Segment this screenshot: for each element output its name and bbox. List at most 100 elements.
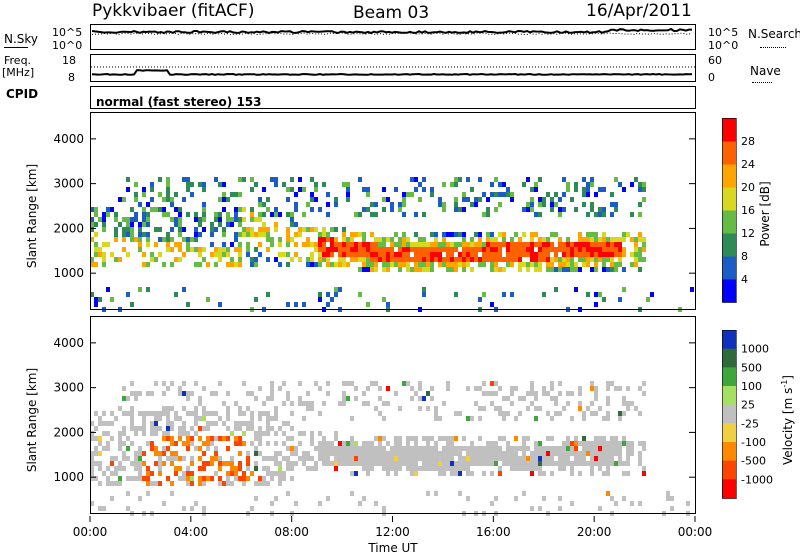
velocity-cell [626, 446, 630, 451]
velocity-cell [198, 401, 202, 406]
velocity-cell [178, 456, 182, 461]
velocity-cell [258, 411, 262, 416]
velocity-cell [454, 466, 458, 471]
velocity-cell [514, 436, 518, 441]
power-cell [518, 237, 522, 242]
velocity-cell [202, 426, 206, 431]
power-cell [418, 257, 422, 262]
velocity-cell [570, 466, 574, 471]
power-cell [358, 292, 362, 297]
velocity-cell [510, 461, 514, 466]
velocity-cell [626, 456, 630, 461]
power-cell [490, 247, 494, 252]
power-cell [402, 247, 406, 252]
power-cell [342, 182, 346, 187]
power-cell [326, 237, 330, 242]
power-cell [374, 252, 378, 257]
velocity-cell [370, 456, 374, 461]
power-cell [174, 207, 178, 212]
velocity-cell [526, 446, 530, 451]
velocity-cell [266, 441, 270, 446]
velocity-cell [606, 401, 610, 406]
power-cell [394, 262, 398, 267]
power-cell [470, 247, 474, 252]
power-cell [338, 287, 342, 292]
velocity-cell [294, 461, 298, 466]
power-cell [182, 237, 186, 242]
power-cell [218, 217, 222, 222]
power-cell [238, 217, 242, 222]
velocity-cell [642, 446, 646, 451]
power-cell [346, 242, 350, 247]
power-cell [562, 262, 566, 267]
power-cell [522, 182, 526, 187]
velocity-cell [146, 491, 150, 496]
power-cell [370, 212, 374, 217]
velocity-cell [318, 441, 322, 446]
velocity-cell [370, 466, 374, 471]
velocity-cell [350, 436, 354, 441]
velocity-cell [342, 401, 346, 406]
power-cell [538, 212, 542, 217]
velocity-cell [558, 496, 562, 501]
velocity-cell [354, 446, 358, 451]
power-cell [594, 292, 598, 297]
power-cell [406, 237, 410, 242]
power-cell [366, 192, 370, 197]
power-cell [350, 237, 354, 242]
power-cell [186, 237, 190, 242]
power-cell [602, 212, 606, 217]
nsky-line [91, 27, 692, 35]
velocity-cell [386, 466, 390, 471]
velocity-cell [554, 401, 558, 406]
velocity-cell [338, 446, 342, 451]
velocity-cell [198, 476, 202, 481]
power-cell [234, 262, 238, 267]
velocity-cell [634, 406, 638, 411]
velocity-cell [110, 411, 114, 416]
velocity-cell [178, 431, 182, 436]
power-cell [610, 257, 614, 262]
velocity-cell [154, 451, 158, 456]
power-cell [222, 197, 226, 202]
power-cell [410, 267, 414, 272]
power-cell [326, 247, 330, 252]
power-cell [474, 202, 478, 207]
power-cell [546, 267, 550, 272]
velocity-cell [290, 466, 294, 471]
power-cell [422, 177, 426, 182]
power-cell [534, 262, 538, 267]
power-cell [126, 177, 130, 182]
velocity-cell [394, 451, 398, 456]
power-cell [274, 177, 278, 182]
velocity-cell [430, 446, 434, 451]
velocity-cell [566, 436, 570, 441]
power-cell [618, 257, 622, 262]
power-cell [634, 262, 638, 267]
velocity-cell [510, 386, 514, 391]
velocity-cell [250, 411, 254, 416]
power-cell [614, 262, 618, 267]
power-cell [326, 252, 330, 257]
power-cell [146, 232, 150, 237]
power-cell [538, 247, 542, 252]
velocity-cell [130, 476, 134, 481]
power-cell [342, 247, 346, 252]
power-cell [386, 262, 390, 267]
velocity-cell [398, 456, 402, 461]
power-cell [118, 197, 122, 202]
velocity-cell [590, 386, 594, 391]
power-cell [338, 262, 342, 267]
velocity-cell [590, 441, 594, 446]
velocity-cell [282, 421, 286, 426]
velocity-cell [570, 501, 574, 506]
velocity-cell [442, 446, 446, 451]
power-cell [602, 297, 606, 302]
velocity-cell [110, 421, 114, 426]
velocity-cell [446, 386, 450, 391]
power-cell [354, 212, 358, 217]
power-cell [130, 227, 134, 232]
power-cell [638, 202, 642, 207]
velocity-cell [234, 466, 238, 471]
